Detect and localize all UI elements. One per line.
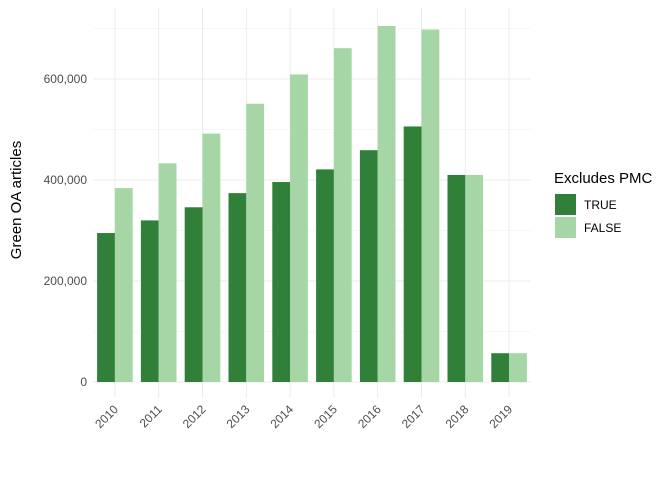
y-tick-label: 200,000: [44, 274, 88, 288]
x-axis-ticks: 2010 2011 2012 2013 2014 2015 2016 2017 2018 2019: [92, 402, 515, 431]
x-tick-label: 2016: [355, 402, 384, 431]
bar-2016-false: [377, 25, 396, 382]
legend-label-true: TRUE: [584, 198, 617, 212]
x-tick-label: 2017: [399, 402, 428, 431]
bar-2019-false: [509, 353, 527, 382]
y-axis-ticks: 0 200,000 400,000 600,000: [44, 72, 88, 389]
bar-2017-true: [403, 126, 422, 382]
x-tick-label: 2013: [224, 402, 253, 431]
y-tick-label: 0: [80, 375, 87, 389]
x-tick-label: 2018: [443, 402, 472, 431]
bar-2011-false: [158, 163, 177, 382]
bar-2018-true: [447, 174, 466, 382]
legend: Excludes PMC TRUE FALSE: [554, 170, 653, 238]
bar-2015-false: [333, 48, 352, 382]
bar-2014-false: [290, 74, 308, 382]
x-tick-label: 2010: [92, 402, 121, 431]
bar-2010-true: [97, 233, 115, 382]
legend-label-false: FALSE: [584, 221, 621, 235]
x-tick-label: 2015: [311, 402, 340, 431]
legend-swatch-true: [555, 194, 576, 215]
bar-2016-true: [359, 150, 378, 382]
bar-2018-false: [465, 174, 484, 382]
legend-items: TRUE FALSE: [555, 194, 621, 238]
bars: [97, 25, 527, 382]
bar-2012-false: [202, 133, 221, 382]
legend-title: Excludes PMC: [554, 170, 653, 187]
y-tick-label: 600,000: [44, 72, 88, 86]
x-tick-label: 2012: [180, 402, 209, 431]
x-tick-label: 2019: [486, 402, 515, 431]
bar-2012-true: [184, 207, 203, 382]
bar-2013-false: [246, 103, 265, 382]
bar-2015-true: [316, 169, 334, 382]
y-tick-label: 400,000: [44, 173, 88, 187]
bar-2014-true: [272, 182, 291, 382]
bar-2010-false: [114, 188, 133, 382]
bar-2011-true: [140, 220, 159, 382]
y-axis-title: Green OA articles: [8, 141, 25, 259]
legend-swatch-false: [555, 217, 576, 238]
bar-2019-true: [491, 353, 510, 382]
x-tick-label: 2014: [267, 402, 296, 431]
bar-2013-true: [228, 193, 247, 382]
x-tick-label: 2011: [137, 402, 165, 430]
bar-2017-false: [421, 29, 440, 382]
